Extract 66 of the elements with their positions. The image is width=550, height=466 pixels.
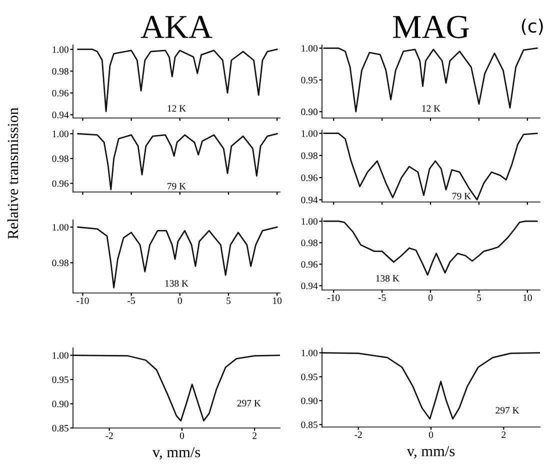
chart-title: MAG <box>393 16 469 38</box>
y-tick-label: 0.90 <box>301 398 318 404</box>
line-series <box>73 354 280 422</box>
line-series <box>323 220 538 276</box>
annotation: 79 K <box>168 182 186 190</box>
y-tick-label: 0.94 <box>301 282 318 290</box>
y-tick-label: 1.00 <box>302 350 318 356</box>
line-series <box>322 352 540 420</box>
annotation: 12 K <box>168 105 186 112</box>
annotation: 138 K <box>165 280 188 287</box>
x-tick-label: -10 <box>328 294 340 302</box>
x-tick-label: -2 <box>106 432 113 439</box>
y-tick-label: 0.98 <box>301 240 318 246</box>
line-series <box>323 47 538 112</box>
x-tick-label: -5 <box>128 298 135 304</box>
annotation: 138 K <box>376 275 400 282</box>
x-tick-label: -5 <box>378 294 386 302</box>
x-axis-title: v, mm/s <box>406 446 455 458</box>
x-tick-label: 0 <box>428 431 434 438</box>
y-tick-label: 0.95 <box>301 76 318 84</box>
line-series <box>77 133 278 190</box>
y-tick-label: 1.00 <box>52 224 68 231</box>
x-tick-label: 2 <box>252 432 256 439</box>
y-tick-label: 0.85 <box>301 422 318 428</box>
x-tick-label: 10 <box>273 297 282 304</box>
x-tick-label: 0 <box>178 297 182 304</box>
y-tick-label: 0.85 <box>52 424 68 432</box>
annotation: 12 K <box>422 105 440 112</box>
y-tick-label: 1.00 <box>302 45 318 52</box>
line-series <box>77 226 278 288</box>
y-tick-label: 0.90 <box>301 108 318 116</box>
y-tick-label: 1.00 <box>52 352 68 359</box>
y-tick-label: 0.94 <box>52 112 69 118</box>
y-tick-label: 1.00 <box>302 130 318 137</box>
y-tick-label: 0.94 <box>301 196 318 204</box>
y-tick-label: 0.96 <box>301 174 318 182</box>
chart-title: AKA <box>140 16 212 38</box>
y-tick-label: 0.95 <box>52 376 68 384</box>
y-tick-label: 1.00 <box>52 130 68 138</box>
y-tick-label: 0.96 <box>301 261 318 268</box>
y-tick-label: 0.98 <box>301 152 318 159</box>
y-tick-label: 0.96 <box>52 180 69 187</box>
x-tick-label: 2 <box>502 431 506 438</box>
x-tick-label: 0 <box>180 432 184 440</box>
x-axis-title: v, mm/s <box>152 447 200 460</box>
y-tick-label: 0.98 <box>52 155 68 162</box>
y-tick-label: 0.98 <box>52 68 68 75</box>
x-tick-label: -2 <box>354 431 362 438</box>
y-tick-label: 0.90 <box>52 400 68 408</box>
y-axis-title: Relative transmission <box>7 108 18 239</box>
y-tick-label: 0.95 <box>301 374 318 380</box>
y-tick-label: 1.00 <box>302 218 318 225</box>
line-series <box>77 48 278 112</box>
text: (c) <box>522 18 543 35</box>
y-tick-label: 0.98 <box>52 260 68 266</box>
x-tick-label: 5 <box>477 294 482 302</box>
y-tick-label: 0.96 <box>52 90 69 96</box>
x-tick-label: 10 <box>523 294 532 302</box>
x-tick-label: -10 <box>76 297 89 304</box>
x-tick-label: 0 <box>428 294 433 302</box>
annotation: 297 K <box>237 400 261 406</box>
annotation: 79 K <box>452 192 472 200</box>
annotation: 297 K <box>496 407 520 414</box>
y-tick-label: 1.00 <box>52 46 68 53</box>
x-tick-label: 5 <box>226 298 231 304</box>
line-series <box>323 132 538 200</box>
